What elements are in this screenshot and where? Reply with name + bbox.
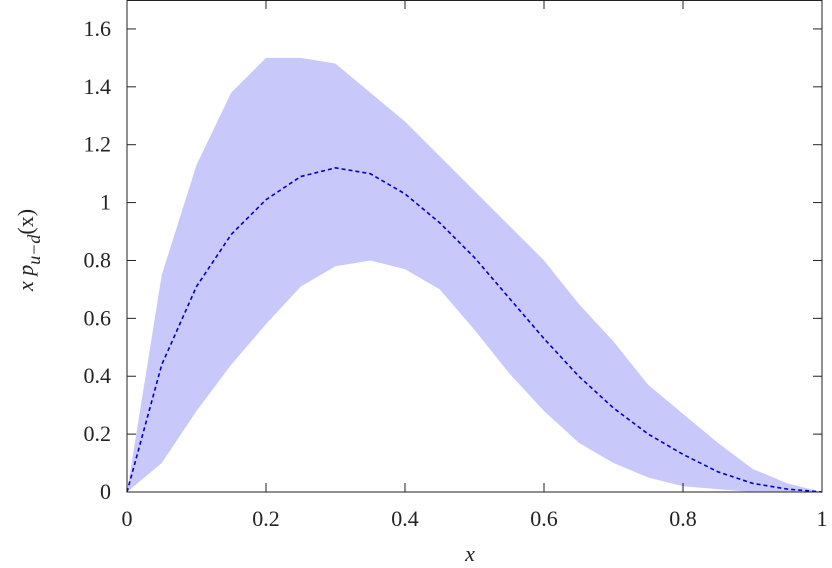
x-tick-label: 0.2 <box>252 506 280 531</box>
x-tick-label: 0 <box>122 506 133 531</box>
y-tick-label: 1.4 <box>84 74 112 99</box>
y-axis-label: x pu−d(x) <box>13 209 44 292</box>
x-tick-label: 0.8 <box>669 506 697 531</box>
error-band <box>127 57 822 492</box>
y-tick-label: 0.8 <box>84 247 112 272</box>
central-line <box>126 167 823 493</box>
y-label-text: x p <box>13 265 38 292</box>
y-label-subscript: u−d <box>24 234 44 265</box>
x-axis-label: x <box>464 541 475 566</box>
x-tick-label: 0.6 <box>530 506 558 531</box>
y-tick-label: 1 <box>100 190 111 215</box>
x-tick-label: 0.4 <box>391 506 419 531</box>
x-tick-label: 1 <box>817 506 828 531</box>
y-tick-label: 1.2 <box>84 132 112 157</box>
y-tick-label: 0.2 <box>84 421 112 446</box>
y-tick-label: 1.6 <box>84 16 112 41</box>
y-tick-label: 0.4 <box>84 363 112 388</box>
y-tick-label: 0.6 <box>84 305 112 330</box>
y-label-suffix: (x) <box>13 209 38 235</box>
y-tick-label: 0 <box>100 479 111 504</box>
plot-frame <box>126 0 823 493</box>
